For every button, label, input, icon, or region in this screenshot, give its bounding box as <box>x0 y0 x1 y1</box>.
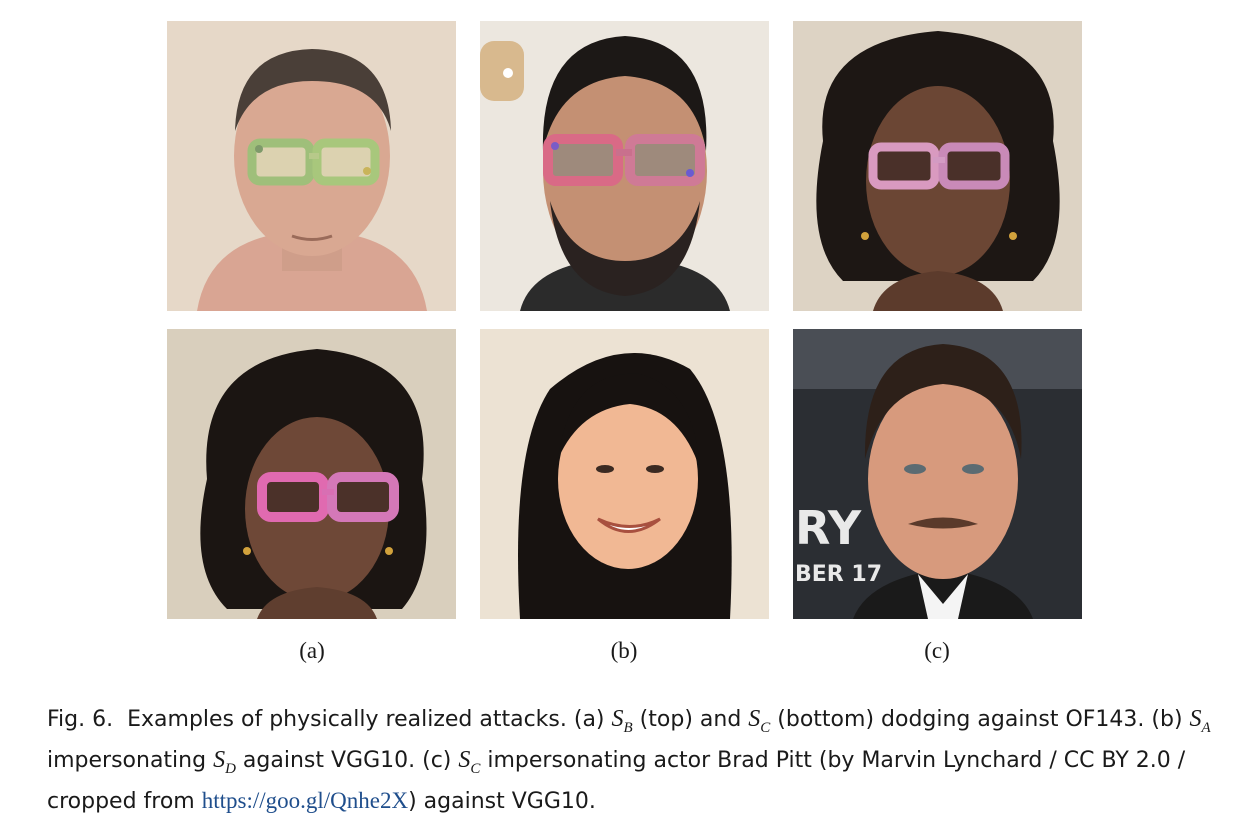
caption-text: impersonating actor Brad Pitt (by Marvin… <box>47 747 1186 814</box>
eyeglasses <box>543 134 705 186</box>
figure-number: Fig. 6. <box>47 707 114 732</box>
face-image <box>480 21 769 311</box>
math-symbol: SD <box>213 746 236 777</box>
caption-text: impersonating <box>47 747 214 773</box>
caption-text: against VGG10. (c) <box>235 747 459 773</box>
photo-sc-bottom <box>167 329 456 619</box>
photo-sa-top <box>480 21 769 311</box>
photo-sb-top <box>167 21 456 311</box>
math-symbol: SB <box>611 706 633 736</box>
photo-sc-top <box>793 21 1082 311</box>
source-link[interactable]: https://goo.gl/Qnhe2X <box>201 787 409 813</box>
subfigure-label-a: (a) <box>299 638 325 663</box>
subfigure-label-b: (b) <box>610 638 638 663</box>
face-image <box>480 329 769 619</box>
background-sign-text-1: RY <box>795 501 862 555</box>
subfigure-label-c: (c) <box>924 638 950 663</box>
background-sign-text-2: BER 17 <box>795 562 882 587</box>
face-image <box>167 329 456 619</box>
caption-text: ) against VGG10. <box>408 788 596 814</box>
caption-text: (bottom) dodging against OF143. (b) <box>770 707 1190 732</box>
caption-text: (top) and <box>632 707 749 732</box>
face-image <box>793 21 1082 311</box>
face-image: RY BER 17 <box>793 329 1082 619</box>
eyeglasses <box>868 142 1010 190</box>
eyeglasses <box>247 138 380 186</box>
math-symbol: SC <box>748 706 771 736</box>
face-image <box>167 21 456 311</box>
eyeglasses <box>257 472 399 522</box>
figure-caption: Fig. 6. Examples of physically realized a… <box>47 703 1217 818</box>
math-symbol: SC <box>458 746 481 777</box>
photo-sd-target <box>480 329 769 619</box>
math-symbol: SA <box>1189 706 1211 736</box>
photo-brad-pitt: RY BER 17 <box>793 329 1082 619</box>
caption-text: Examples of physically realized attacks.… <box>127 707 612 732</box>
